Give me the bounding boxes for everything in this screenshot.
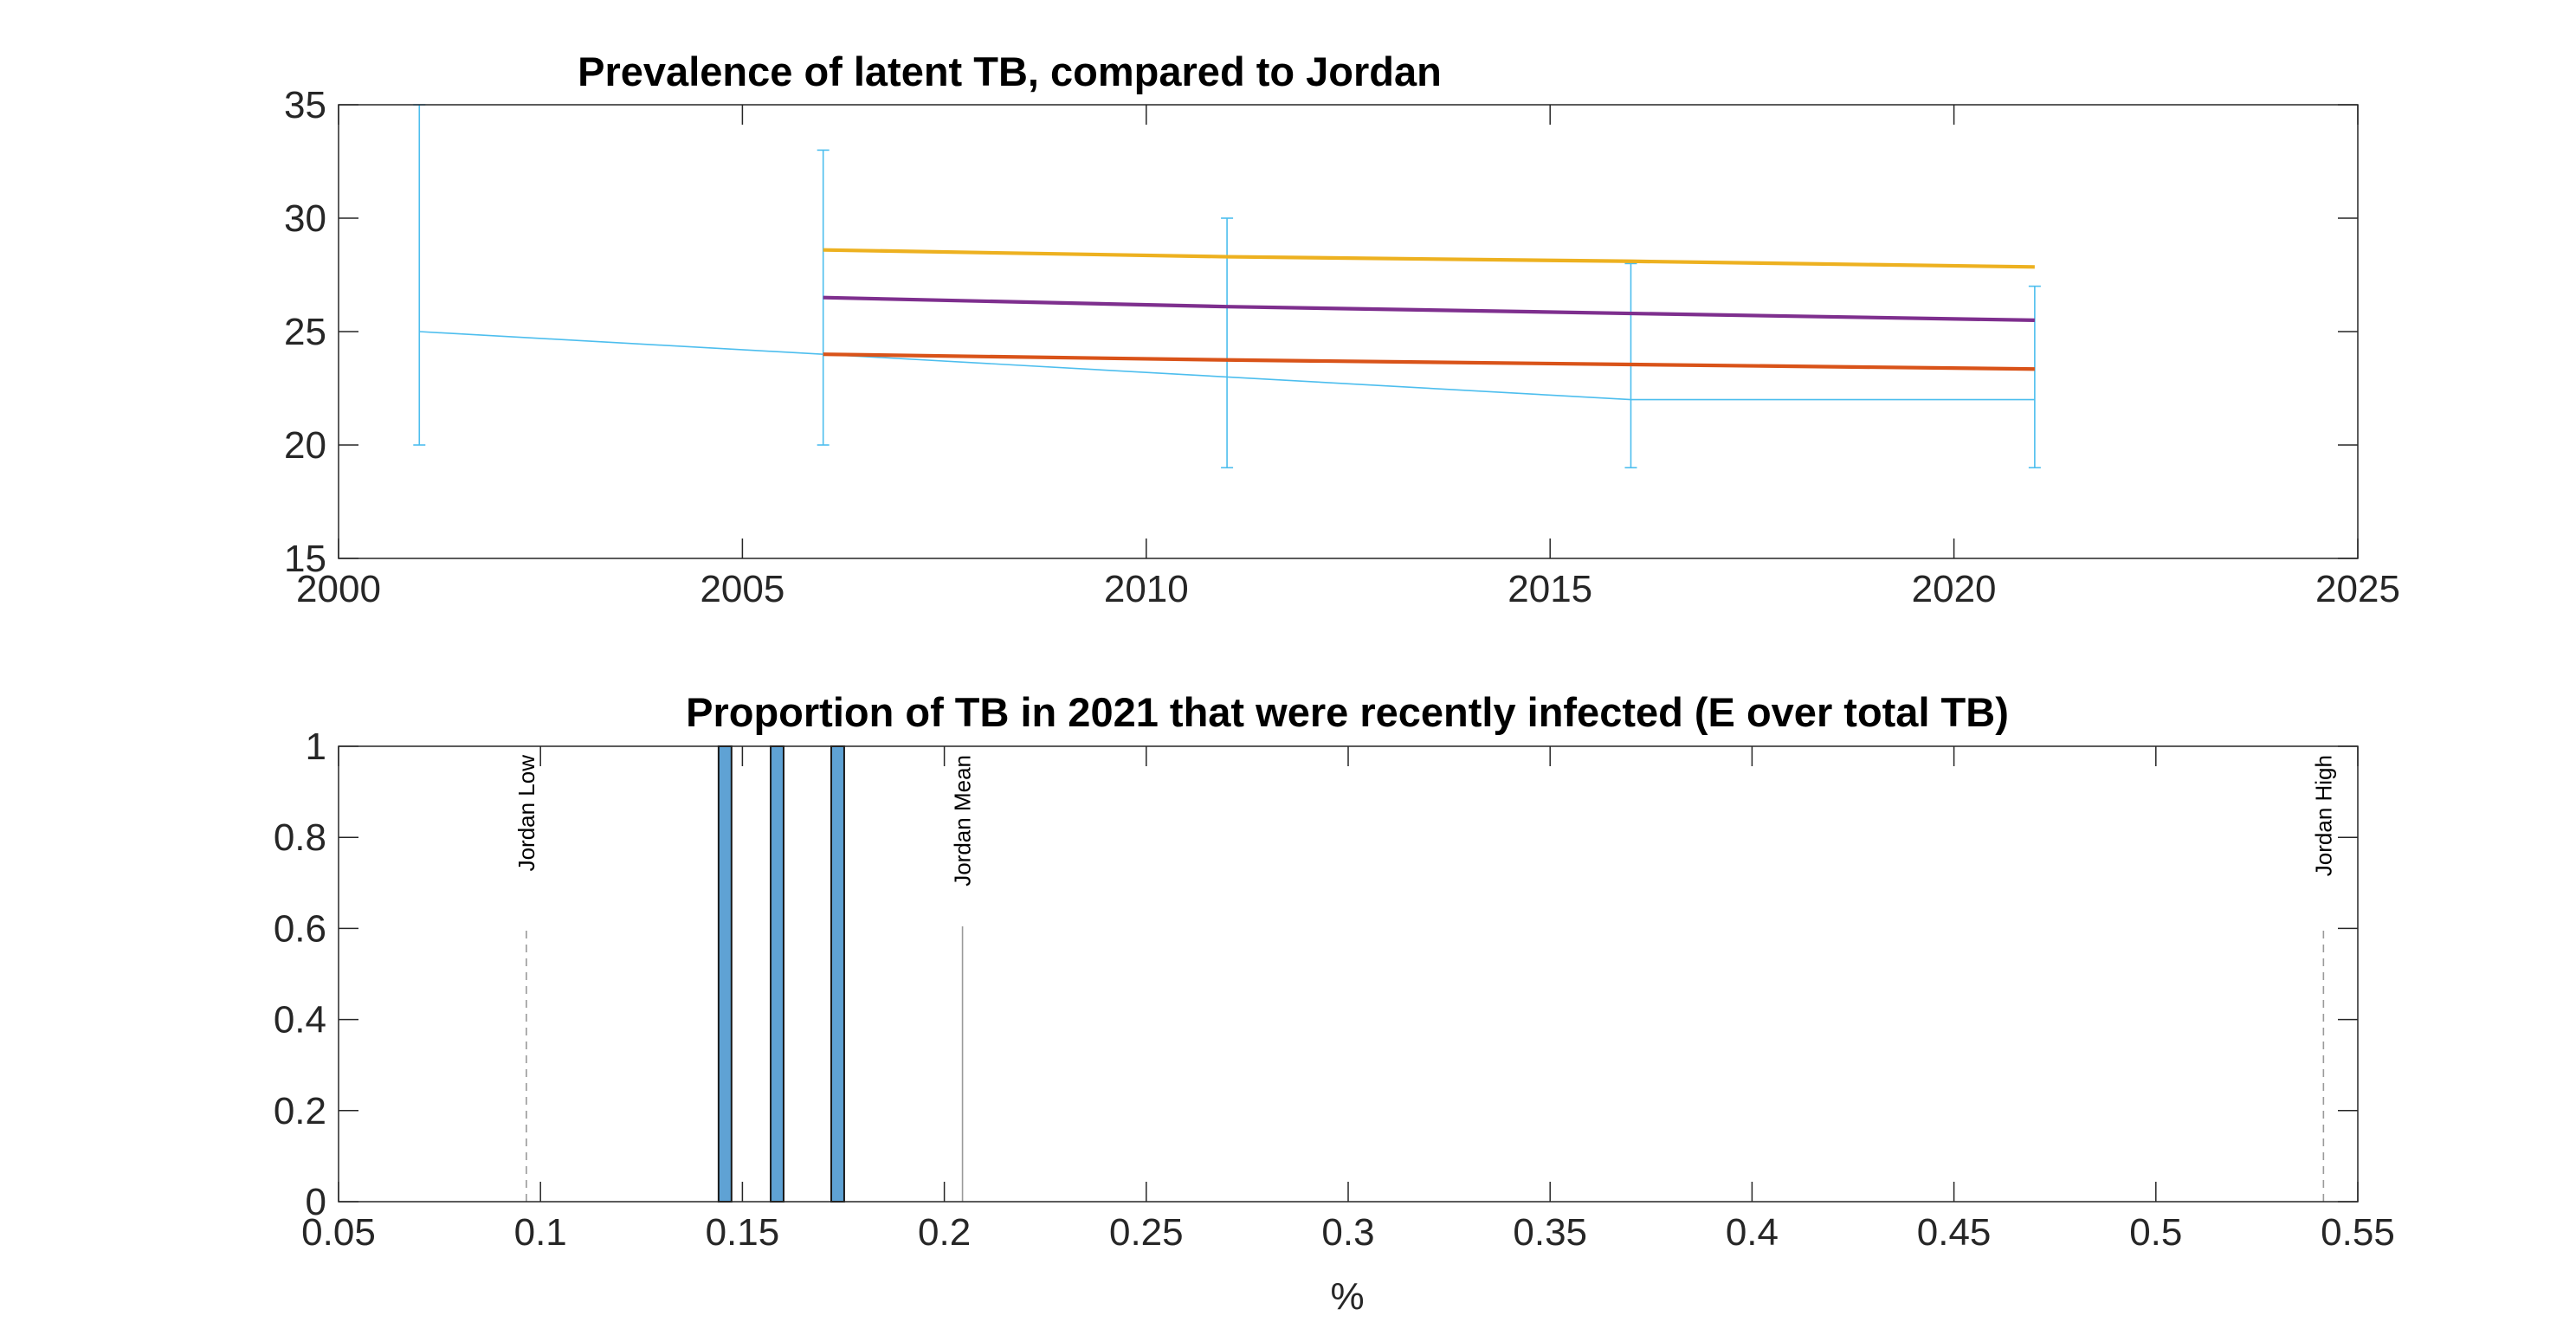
histogram-bar-3 — [830, 745, 845, 1203]
y-tick-label: 1 — [306, 726, 326, 768]
x-axis-label: % — [1330, 1275, 1364, 1318]
y-tick-label: 0.8 — [274, 816, 326, 859]
series-line-3 — [823, 295, 2035, 322]
x-tick-label: 0.15 — [706, 1211, 780, 1254]
x-tick-label: 0.5 — [2129, 1211, 2182, 1254]
histogram-bar-2 — [770, 745, 784, 1203]
y-tick-label: 0.4 — [274, 999, 326, 1042]
series-line-2 — [823, 248, 2035, 269]
x-tick-label: 0.25 — [1109, 1211, 1184, 1254]
y-tick-label: 0.2 — [274, 1090, 326, 1132]
x-tick-label: 2000 — [296, 568, 381, 610]
x-tick-label: 2025 — [2315, 568, 2400, 610]
y-tick-label: 0.6 — [274, 907, 326, 950]
y-tick-label: 25 — [284, 311, 326, 353]
plot-area — [339, 105, 2358, 558]
x-tick-label: 0.55 — [2321, 1211, 2395, 1254]
x-tick-label: 0.1 — [514, 1211, 567, 1254]
x-tick-label: 0.4 — [1726, 1211, 1779, 1254]
y-tick-label: 0 — [306, 1181, 326, 1223]
x-tick-label: 0.35 — [1513, 1211, 1587, 1254]
chart-recent-infection-proportion: Proportion of TB in 2021 that were recen… — [274, 689, 2395, 1318]
reference-line-label: Jordan High — [2310, 755, 2336, 876]
reference-line-label: Jordan Mean — [950, 755, 976, 887]
y-tick-label: 15 — [284, 538, 326, 580]
x-tick-label: 0.3 — [1321, 1211, 1374, 1254]
reference-line-label: Jordan Low — [513, 755, 539, 872]
series-line-4 — [823, 352, 2035, 371]
x-tick-label: 0.2 — [918, 1211, 971, 1254]
y-tick-label: 30 — [284, 197, 326, 240]
chart-latent-tb-prevalence: Prevalence of latent TB, compared to Jor… — [284, 48, 2400, 610]
plot-area — [339, 746, 2358, 1202]
x-tick-label: 2010 — [1104, 568, 1189, 610]
x-tick-label: 2020 — [1912, 568, 1997, 610]
histogram-bar-1 — [717, 745, 733, 1203]
y-tick-label: 35 — [284, 84, 326, 126]
x-tick-label: 0.45 — [1917, 1211, 1992, 1254]
x-tick-label: 2005 — [700, 568, 784, 610]
chart-title: Proportion of TB in 2021 that were recen… — [686, 689, 2009, 735]
y-tick-label: 20 — [284, 424, 326, 467]
x-tick-label: 0.05 — [301, 1211, 376, 1254]
x-tick-label: 2015 — [1508, 568, 1592, 610]
chart-title: Prevalence of latent TB, compared to Jor… — [578, 48, 1442, 94]
